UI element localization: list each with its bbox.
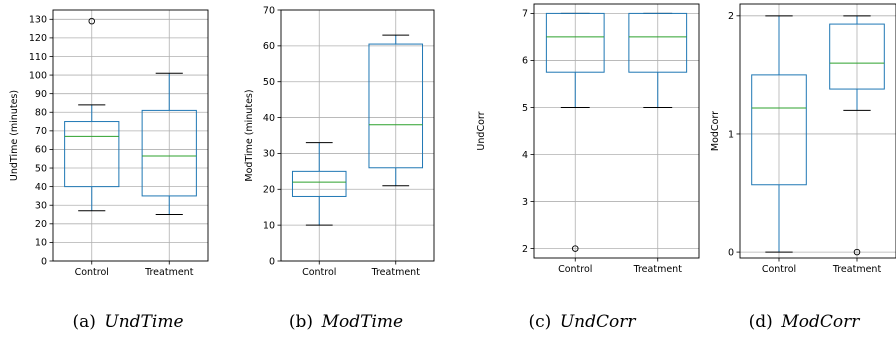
- y-tick-label: 1: [728, 129, 734, 140]
- y-tick-label: 90: [35, 89, 47, 100]
- subfigure-caption: (d) ModCorr: [749, 312, 861, 332]
- y-tick-label: 20: [35, 219, 47, 230]
- x-tick-label: Control: [558, 264, 592, 275]
- subfigure-caption: (a) UndTime: [72, 312, 183, 332]
- caption-label: (d): [749, 312, 782, 332]
- y-tick-label: 0: [728, 247, 734, 258]
- y-tick-label: 70: [35, 126, 47, 137]
- axes-frame: [740, 4, 896, 258]
- x-tick-label: Control: [762, 264, 796, 275]
- y-tick-label: 20: [263, 185, 275, 196]
- boxplot-panel-1: 0 10 20 30 40 50 60 70 80 90 100 110 120 130 Control Tr…: [9, 10, 208, 332]
- caption-label: (a): [72, 312, 104, 332]
- y-tick-label: 100: [29, 70, 47, 81]
- subfigure-caption: (c) UndCorr: [529, 312, 637, 332]
- y-tick-label: 40: [263, 113, 275, 124]
- axes-frame: [53, 10, 208, 261]
- caption-label: (c): [529, 312, 560, 332]
- y-axis-label: UndTime (minutes): [9, 90, 20, 181]
- y-tick-label: 60: [263, 41, 275, 52]
- subfigure-caption: (b) ModTime: [289, 312, 403, 332]
- y-tick-label: 2: [728, 11, 734, 22]
- y-tick-label: 0: [269, 256, 275, 267]
- axes-frame: [534, 4, 699, 258]
- x-tick-label: Treatment: [371, 267, 421, 278]
- y-tick-label: 70: [263, 5, 275, 16]
- y-tick-label: 60: [35, 145, 47, 156]
- boxplot-panel-2: 0 10 20 30 40 50 60 70 Control Treatment ModTime (…: [244, 5, 434, 332]
- y-tick-label: 30: [35, 201, 47, 212]
- y-axis-label: UndCorr: [476, 111, 487, 150]
- y-tick-label: 3: [522, 197, 528, 208]
- y-tick-label: 130: [29, 15, 47, 26]
- caption-name: ModTime: [321, 312, 403, 332]
- y-tick-label: 80: [35, 108, 47, 119]
- y-tick-label: 10: [35, 238, 47, 249]
- axes-frame: [281, 10, 434, 261]
- caption-label: (b): [289, 312, 322, 332]
- x-tick-label: Treatment: [633, 264, 683, 275]
- y-tick-label: 30: [263, 149, 275, 160]
- y-tick-label: 120: [29, 33, 47, 44]
- y-tick-label: 4: [522, 150, 528, 161]
- y-axis-label: ModCorr: [710, 111, 721, 151]
- x-tick-label: Treatment: [144, 267, 194, 278]
- y-tick-label: 2: [522, 244, 528, 255]
- y-tick-label: 50: [35, 163, 47, 174]
- y-tick-label: 7: [522, 9, 528, 20]
- x-tick-label: Control: [75, 267, 109, 278]
- y-tick-label: 10: [263, 220, 275, 231]
- y-tick-label: 0: [41, 256, 47, 267]
- y-tick-label: 6: [522, 56, 528, 67]
- y-axis-label: ModTime (minutes): [244, 89, 255, 181]
- y-tick-label: 50: [263, 77, 275, 88]
- caption-name: UndCorr: [560, 312, 637, 332]
- x-tick-label: Control: [302, 267, 336, 278]
- caption-name: UndTime: [104, 312, 183, 332]
- y-tick-label: 40: [35, 182, 47, 193]
- y-tick-label: 110: [29, 52, 47, 63]
- x-tick-label: Treatment: [832, 264, 882, 275]
- caption-name: ModCorr: [780, 312, 860, 332]
- y-tick-label: 5: [522, 103, 528, 114]
